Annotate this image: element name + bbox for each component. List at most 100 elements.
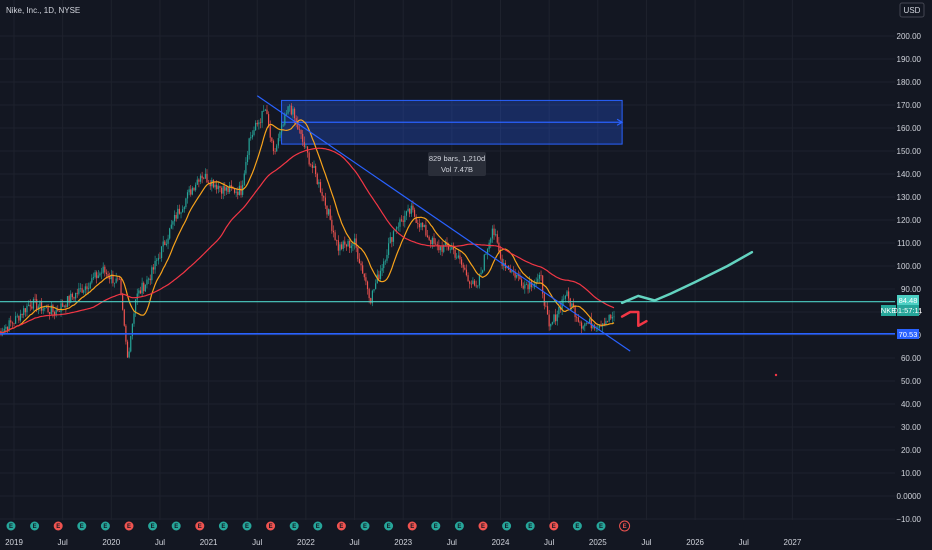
earnings-event-icon[interactable]: [548, 520, 560, 532]
earnings-event-label: E: [127, 524, 131, 530]
resistance-price-tag: 84.48: [897, 295, 919, 305]
candle-body: [75, 292, 77, 299]
earnings-event-icon[interactable]: [194, 520, 206, 532]
earnings-event-icon[interactable]: [217, 520, 229, 532]
earnings-event-icon[interactable]: [430, 520, 442, 532]
candle-body: [208, 182, 210, 184]
candle-body: [152, 267, 155, 270]
bearish-projection[interactable]: [620, 310, 648, 328]
candle-body: [198, 179, 200, 182]
earnings-event-icon[interactable]: [76, 520, 88, 532]
candle-body: [391, 237, 393, 242]
earnings-event-icon[interactable]: [265, 520, 277, 532]
candle-body: [78, 288, 80, 294]
candle-body: [443, 245, 445, 252]
time-axis[interactable]: 2019 Jul 2020 Jul 2021 Jul 2022 Jul 2023 Jul 2024 J…: [5, 538, 802, 547]
candle-body: [70, 293, 72, 303]
measure-tool[interactable]: [281, 99, 624, 145]
earnings-event-icon[interactable]: [619, 520, 631, 532]
earnings-event-icon[interactable]: [288, 520, 300, 532]
candle-body: [277, 138, 279, 146]
earnings-event-icon[interactable]: [29, 520, 41, 532]
earnings-event-icon[interactable]: [501, 520, 513, 532]
candle-body: [564, 295, 566, 299]
candle-body: [76, 292, 78, 294]
earnings-event-icon[interactable]: [571, 520, 583, 532]
price-axis[interactable]: 200.00 190.00 180.00 170.00 160.00 150.00 140.…: [896, 32, 921, 524]
candle-body: [428, 237, 430, 240]
candle-body: [167, 238, 169, 244]
candle-body: [58, 311, 61, 312]
earnings-event-icon[interactable]: [595, 520, 607, 532]
candle-body: [287, 106, 289, 114]
candle-body: [154, 260, 156, 270]
candle-body: [183, 207, 185, 210]
earnings-event-icon[interactable]: [5, 520, 17, 532]
candle-body: [454, 249, 456, 258]
candle-body: [217, 186, 219, 190]
candle-body: [435, 243, 437, 245]
earnings-event-icon[interactable]: [406, 520, 418, 532]
candle-body: [415, 216, 417, 223]
candle-body: [350, 245, 352, 249]
trend-line[interactable]: [256, 95, 631, 352]
currency-button[interactable]: USD: [899, 2, 925, 18]
candle-body: [6, 326, 9, 331]
earnings-event-icon[interactable]: [147, 520, 159, 532]
candle-body: [305, 146, 307, 148]
candle-body: [238, 185, 241, 195]
candle-body: [379, 270, 382, 279]
candle-body: [31, 306, 33, 309]
earnings-event-icon[interactable]: [241, 520, 253, 532]
candle-body: [589, 318, 591, 324]
candle-body: [246, 155, 249, 162]
candle-body: [579, 321, 581, 323]
candle-body: [495, 234, 497, 236]
candle-body: [524, 284, 526, 289]
earnings-event-icon[interactable]: [52, 520, 64, 532]
earnings-event-icon[interactable]: [383, 520, 395, 532]
earnings-event-icon[interactable]: [99, 520, 111, 532]
earnings-event-icon[interactable]: [453, 520, 465, 532]
candle-body: [136, 293, 138, 300]
candle-body: [404, 215, 406, 222]
earnings-event-label: E: [198, 524, 202, 530]
candle-body: [293, 108, 296, 119]
candle-body: [57, 310, 59, 312]
candle-body: [451, 246, 453, 250]
candle-body: [172, 221, 174, 225]
candle-body: [71, 293, 73, 298]
candle-body: [525, 284, 528, 286]
earnings-event-icon[interactable]: [123, 520, 135, 532]
candle-body: [165, 243, 168, 245]
earnings-event-label: E: [505, 524, 509, 530]
earnings-event-icon[interactable]: [312, 520, 324, 532]
candle-body: [540, 274, 542, 276]
candle-body: [105, 272, 108, 275]
candle-body: [592, 325, 594, 329]
time-tick-label: 2027: [784, 538, 802, 547]
earnings-event-icon[interactable]: [170, 520, 182, 532]
earnings-event-icon[interactable]: [477, 520, 489, 532]
candle-body: [146, 279, 148, 285]
earnings-event-icon[interactable]: [335, 520, 347, 532]
candle-body: [563, 298, 565, 300]
earnings-event-label: E: [575, 524, 579, 530]
countdown-label: 01:57:11: [894, 306, 923, 315]
candle-body: [371, 290, 373, 304]
candle-body: [459, 255, 461, 260]
candle-body: [55, 310, 57, 316]
candle-body: [413, 209, 416, 217]
currency-label: USD: [904, 6, 921, 15]
candle-body: [520, 279, 523, 286]
bullish-projection[interactable]: [620, 250, 754, 305]
candle-body: [19, 313, 22, 321]
earnings-event-icon[interactable]: [524, 520, 536, 532]
candle-body: [21, 313, 23, 316]
candle-body: [131, 323, 133, 337]
candle-body: [410, 205, 412, 214]
candle-body: [110, 274, 112, 280]
candle-body: [89, 282, 91, 289]
earnings-event-icon[interactable]: [359, 520, 371, 532]
